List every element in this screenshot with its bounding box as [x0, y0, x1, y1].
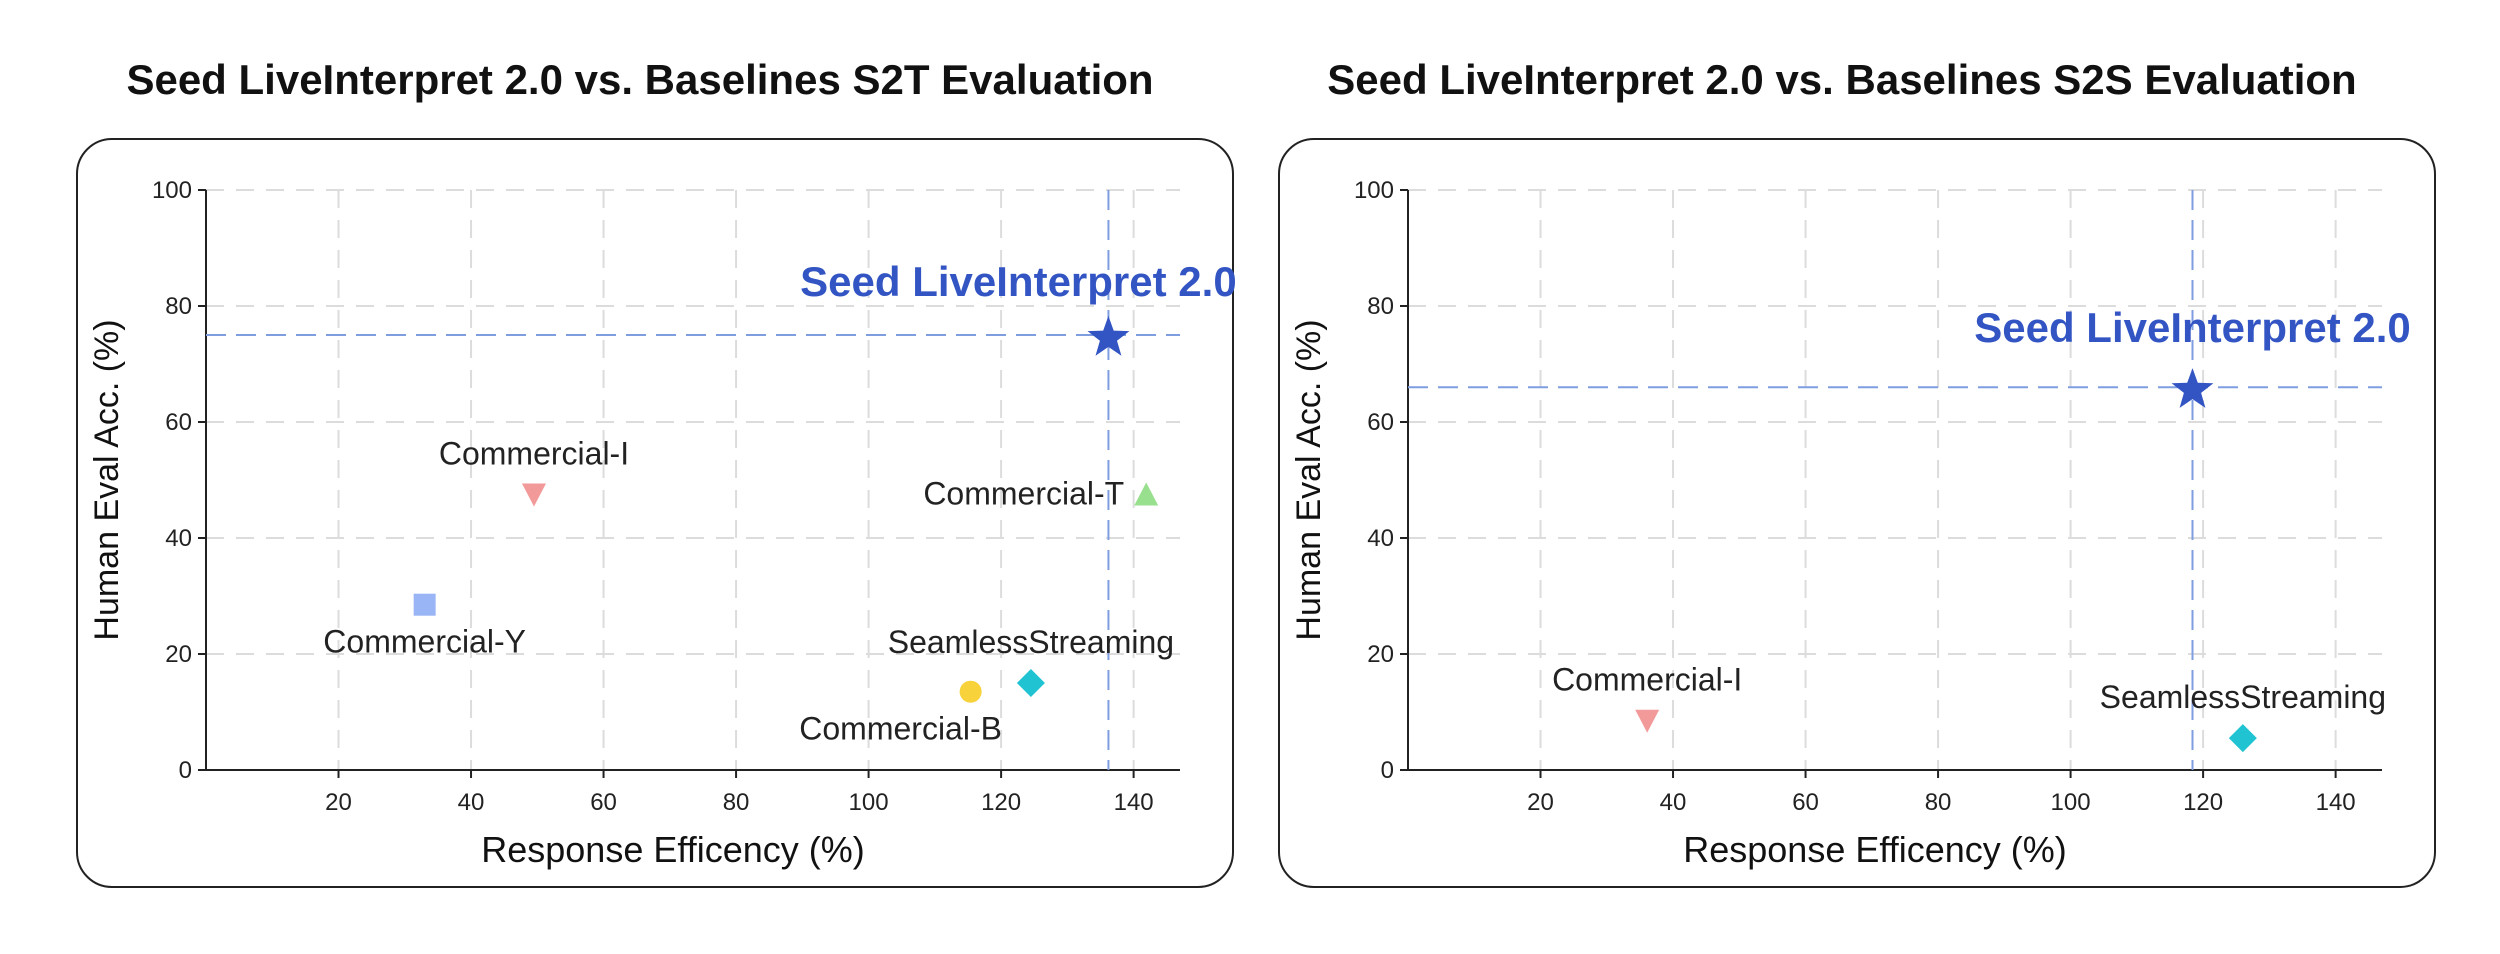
x-tick-label: 20 [325, 789, 352, 816]
x-axis-label: Response Efficency (%) [481, 829, 865, 870]
label-commercial-i: Commercial-I [439, 436, 629, 472]
y-tick-label: 60 [165, 409, 192, 436]
x-axis-label: Response Efficency (%) [1683, 829, 2067, 870]
label-commercial-t: Commercial-T [923, 476, 1124, 512]
x-tick-label: 100 [849, 789, 889, 816]
y-tick-label: 0 [1381, 757, 1394, 784]
y-tick-label: 80 [1367, 293, 1394, 320]
x-tick-label: 120 [2183, 789, 2223, 816]
chart-frame-s2t [76, 138, 1234, 888]
x-tick-label: 80 [1925, 789, 1952, 816]
y-tick-label: 100 [152, 177, 192, 204]
chart-title-s2t: Seed LiveInterpret 2.0 vs. Baselines S2T… [126, 56, 1154, 103]
x-tick-label: 140 [1114, 789, 1154, 816]
marker-commercial-i [1635, 709, 1660, 733]
label-seamlessstreaming: SeamlessStreaming [888, 624, 1174, 660]
label-commercial-y: Commercial-Y [323, 624, 526, 660]
marker-seamlessstreaming [2228, 724, 2257, 753]
y-tick-label: 60 [1367, 409, 1394, 436]
y-tick-label: 0 [179, 757, 192, 784]
marker-seed-liveinterpret-2-0 [1087, 315, 1130, 356]
label-seamlessstreaming: SeamlessStreaming [2100, 679, 2386, 715]
label-seed-liveinterpret-2-0: Seed LiveInterpret 2.0 [1974, 304, 2411, 351]
x-tick-label: 60 [1792, 789, 1819, 816]
chart-1: 20 40 60 80 100 120 140 0 20 40 60 80 100 Response Ef… [1290, 177, 2411, 870]
y-tick-label: 20 [165, 641, 192, 668]
marker-commercial-i [521, 483, 546, 507]
y-axis-label: Human Eval Acc. (%) [88, 319, 126, 640]
marker-seed-liveinterpret-2-0 [2171, 368, 2214, 408]
marker-commercial-b [959, 680, 982, 703]
x-tick-label: 140 [2316, 789, 2356, 816]
y-tick-label: 40 [1367, 525, 1394, 552]
x-tick-label: 100 [2051, 789, 2091, 816]
chart-title-s2s: Seed LiveInterpret 2.0 vs. Baselines S2S… [1327, 56, 2357, 103]
y-tick-label: 20 [1367, 641, 1394, 668]
chart-0: 20 40 60 80 100 120 140 0 20 40 60 80 100 Response Ef… [88, 177, 1237, 870]
y-tick-label: 100 [1354, 177, 1394, 204]
marker-commercial-t [1134, 482, 1159, 506]
y-tick-label: 40 [165, 525, 192, 552]
marker-seamlessstreaming [1016, 669, 1045, 697]
y-axis-label: Human Eval Acc. (%) [1290, 319, 1328, 640]
chart-frame-s2s [1278, 138, 2436, 888]
label-commercial-b: Commercial-B [799, 711, 1002, 747]
label-commercial-i: Commercial-I [1552, 662, 1742, 698]
x-tick-label: 80 [723, 789, 750, 816]
x-tick-label: 40 [458, 789, 485, 816]
x-tick-label: 60 [590, 789, 617, 816]
marker-commercial-y [413, 593, 436, 616]
x-tick-label: 120 [981, 789, 1021, 816]
y-tick-label: 80 [165, 293, 192, 320]
x-tick-label: 40 [1660, 789, 1687, 816]
label-seed-liveinterpret-2-0: Seed LiveInterpret 2.0 [800, 258, 1237, 305]
x-tick-label: 20 [1527, 789, 1554, 816]
